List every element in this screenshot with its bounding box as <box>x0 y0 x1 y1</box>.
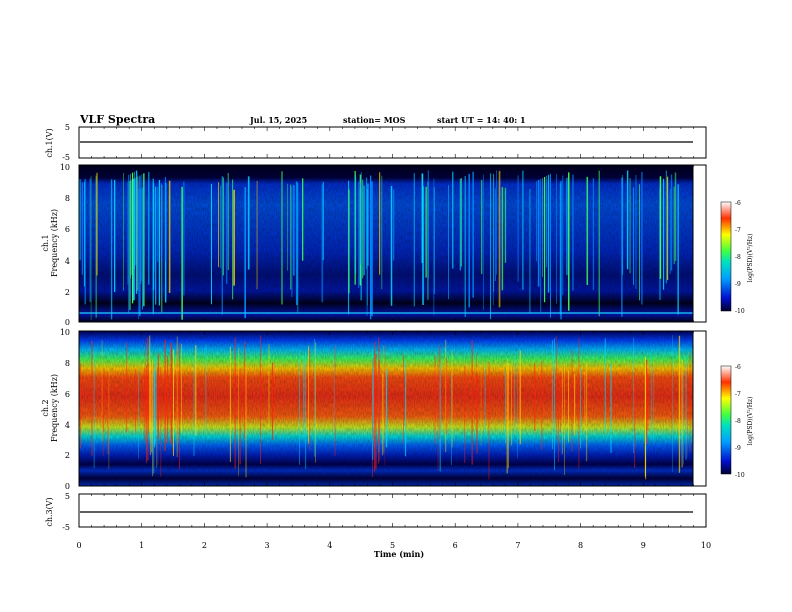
ch1-voltage-ylabel: ch.1(V) <box>45 128 54 157</box>
x-tick-label: 2 <box>202 541 207 550</box>
ch1-voltage-panel: 5 -5 ch.1(V) <box>45 123 707 162</box>
ch3-voltage-ylabel: ch.3(V) <box>45 497 54 526</box>
ch3-ytick-top: 5 <box>65 492 70 501</box>
x-tick-label: 0 <box>76 541 81 550</box>
ch2-cbar-tick-m7: -7 <box>735 391 741 398</box>
ch1-colorbar <box>720 201 732 312</box>
ch3-ytick-bottom: -5 <box>62 523 70 532</box>
ch1-ytick-bottom: -5 <box>62 153 70 162</box>
ch2-channel-label: ch.2 <box>41 399 50 416</box>
ch1-spectrogram-panel: 0 2 4 6 8 10 ch.1 Frequency (kHz) -6 -7 … <box>41 163 754 327</box>
ch1-freq-tick-2: 2 <box>65 288 70 297</box>
ch2-freq-tick-4: 4 <box>65 421 70 430</box>
ch1-frequency-label: Frequency (kHz) <box>50 209 59 277</box>
ch2-frequency-label: Frequency (kHz) <box>50 374 59 442</box>
ch2-cbar-tick-m6: -6 <box>735 364 741 371</box>
ch2-spectrogram-streaks <box>79 335 691 480</box>
ch2-cbar-tick-m10: -10 <box>735 472 745 479</box>
x-axis-tick-labels: 0 1 2 3 4 5 6 7 8 9 10 <box>76 541 711 550</box>
ch2-freq-tick-6: 6 <box>65 390 70 399</box>
x-tick-label: 4 <box>327 541 332 550</box>
ch1-freq-tick-8: 8 <box>65 194 70 203</box>
ch1-ytick-top: 5 <box>65 123 70 132</box>
ch1-cbar-tick-m7: -7 <box>735 227 741 234</box>
ch2-colorbar <box>720 365 732 475</box>
ch1-cbar-tick-m6: -6 <box>735 200 741 207</box>
start-time-label: start UT = 14: 40: 1 <box>437 115 526 125</box>
ch1-freq-tick-0: 0 <box>65 318 70 327</box>
date-label: Jul. 15, 2025 <box>249 115 307 125</box>
station-label: station= MOS <box>343 115 406 125</box>
axis-tick-marks <box>78 127 707 527</box>
x-tick-label: 5 <box>390 541 395 550</box>
ch2-spectrogram-panel: 0 2 4 6 8 10 ch.2 Frequency (kHz) -6 -7 … <box>41 328 754 491</box>
ch1-freq-tick-10: 10 <box>60 163 70 172</box>
x-axis-label: Time (min) <box>374 549 424 559</box>
ch1-spectrogram-streaks <box>79 170 679 320</box>
x-tick-label: 1 <box>139 541 144 550</box>
ch2-freq-tick-2: 2 <box>65 451 70 460</box>
x-tick-label: 8 <box>578 541 583 550</box>
ch1-freq-tick-6: 6 <box>65 225 70 234</box>
ch1-cbar-label: log(PSD)(V²/Hz) <box>747 234 754 283</box>
x-tick-label: 3 <box>265 541 270 550</box>
x-tick-label: 6 <box>453 541 458 550</box>
ch2-freq-tick-10: 10 <box>60 328 70 337</box>
ch1-cbar-tick-m9: -9 <box>735 281 741 288</box>
ch2-freq-tick-8: 8 <box>65 359 70 368</box>
ch2-cbar-label: log(PSD)(V²/Hz) <box>747 397 754 446</box>
x-tick-label: 9 <box>641 541 646 550</box>
ch2-cbar-tick-m9: -9 <box>735 445 741 452</box>
ch1-freq-tick-4: 4 <box>65 257 70 266</box>
ch2-cbar-tick-m8: -8 <box>735 418 741 425</box>
ch2-freq-tick-0: 0 <box>65 482 70 491</box>
figure-title: VLF Spectra <box>79 113 155 126</box>
x-tick-label: 10 <box>701 541 711 550</box>
ch1-cbar-tick-m10: -10 <box>735 308 745 315</box>
ch1-channel-label: ch.1 <box>41 234 50 251</box>
ch3-voltage-panel: 5 -5 ch.3(V) <box>45 492 707 532</box>
x-tick-label: 7 <box>515 541 520 550</box>
ch1-cbar-tick-m8: -8 <box>735 254 741 261</box>
